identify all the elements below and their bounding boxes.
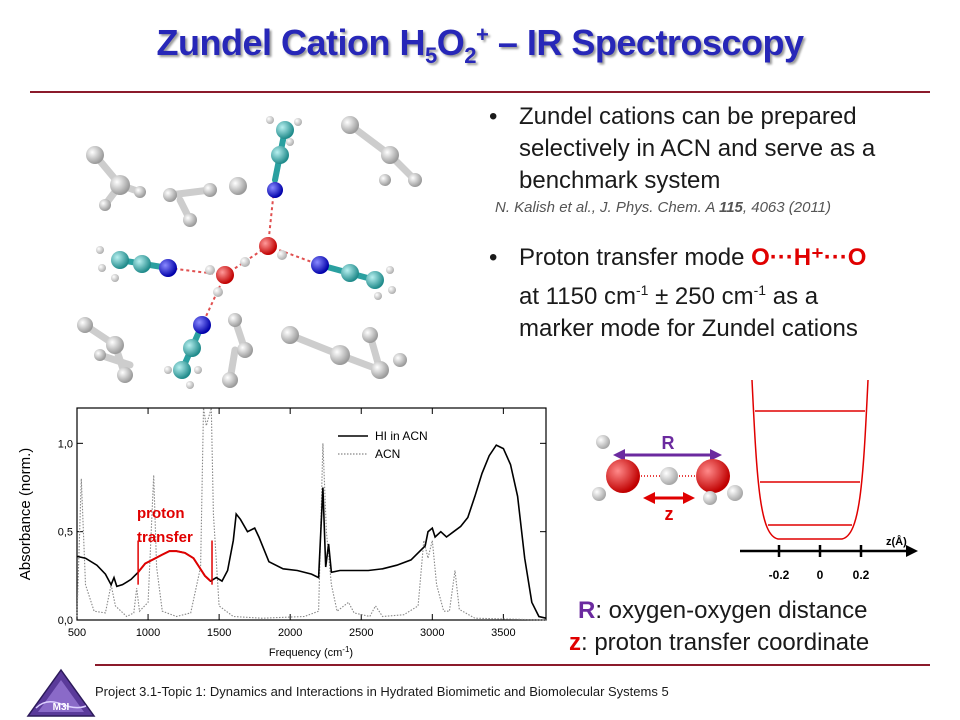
bullet-dot: • — [489, 103, 498, 130]
reference-citation: N. Kalish et al., J. Phys. Chem. A 115, … — [495, 199, 832, 216]
legend-label-hi: HI in ACN — [375, 429, 428, 443]
definition-z: z: proton transfer coordinate — [569, 629, 870, 656]
svg-text:M3I: M3I — [53, 702, 70, 713]
footer-divider — [95, 664, 930, 666]
x-tick-label: 500 — [68, 627, 86, 639]
zundel-schematic: R z — [592, 433, 743, 524]
x-tick-label: 3500 — [491, 627, 515, 639]
z-label: z — [665, 504, 674, 524]
y-tick-label: 0,5 — [58, 527, 73, 539]
x-tick-label: 2000 — [278, 627, 302, 639]
bullet-proton-mode: • Proton transfer mode O···H⁺···O at 115… — [489, 244, 867, 342]
page-title: Zundel Cation H5O2+ – IR Spectroscopy — [156, 22, 804, 69]
x-axis-label: Frequency (cm-1) — [269, 645, 353, 659]
m3i-logo: M3I — [26, 668, 96, 717]
x-tick-label: 3000 — [420, 627, 444, 639]
bullet-prepared: • Zundel cations can be prepared selecti… — [489, 103, 876, 194]
x-tick-label: 1000 — [136, 627, 160, 639]
annotation-line: proton — [137, 505, 184, 522]
plot-frame — [76, 407, 547, 621]
z-tick-label: 0 — [817, 568, 824, 582]
y-tick-label: 0,0 — [58, 615, 73, 627]
oxygen-left — [606, 459, 640, 493]
proton-transfer-annotation: proton transfer — [137, 505, 193, 546]
potential-well-diagram: z(Å) -0.2 0 0.2 — [740, 379, 918, 582]
oxygen-right — [696, 459, 730, 493]
R-label: R — [662, 433, 675, 453]
z-axis-label: z(Å) — [886, 535, 907, 548]
bullet-dot: • — [489, 244, 498, 271]
proton-transfer-region — [137, 550, 212, 582]
x-tick-label: 2500 — [349, 627, 373, 639]
shared-proton — [660, 467, 678, 485]
annotation-line: transfer — [137, 529, 193, 546]
footer-text: Project 3.1-Topic 1: Dynamics and Intera… — [95, 684, 669, 699]
R-arrowhead-left — [613, 449, 625, 461]
definition-R: R: oxygen-oxygen distance — [578, 597, 868, 624]
zundel-cluster-image — [77, 116, 422, 389]
z-tick-label: 0.2 — [853, 568, 870, 582]
R-arrowhead-right — [710, 449, 722, 461]
z-tick-label: -0.2 — [769, 568, 790, 582]
legend-label-acn: ACN — [375, 447, 400, 461]
proton-mode-label: O···H⁺···O — [751, 244, 867, 271]
legend: HI in ACN ACN — [338, 429, 428, 461]
ir-spectrum-chart: 500 1000 1500 2000 2500 3000 3500 0,0 0,5 1,0 Abs… — [17, 407, 547, 659]
y-tick-label: 1,0 — [58, 438, 73, 450]
title-divider — [30, 91, 930, 93]
x-tick-label: 1500 — [207, 627, 231, 639]
y-axis-label: Absorbance (norm.) — [17, 448, 34, 581]
potential-curve — [751, 379, 869, 540]
